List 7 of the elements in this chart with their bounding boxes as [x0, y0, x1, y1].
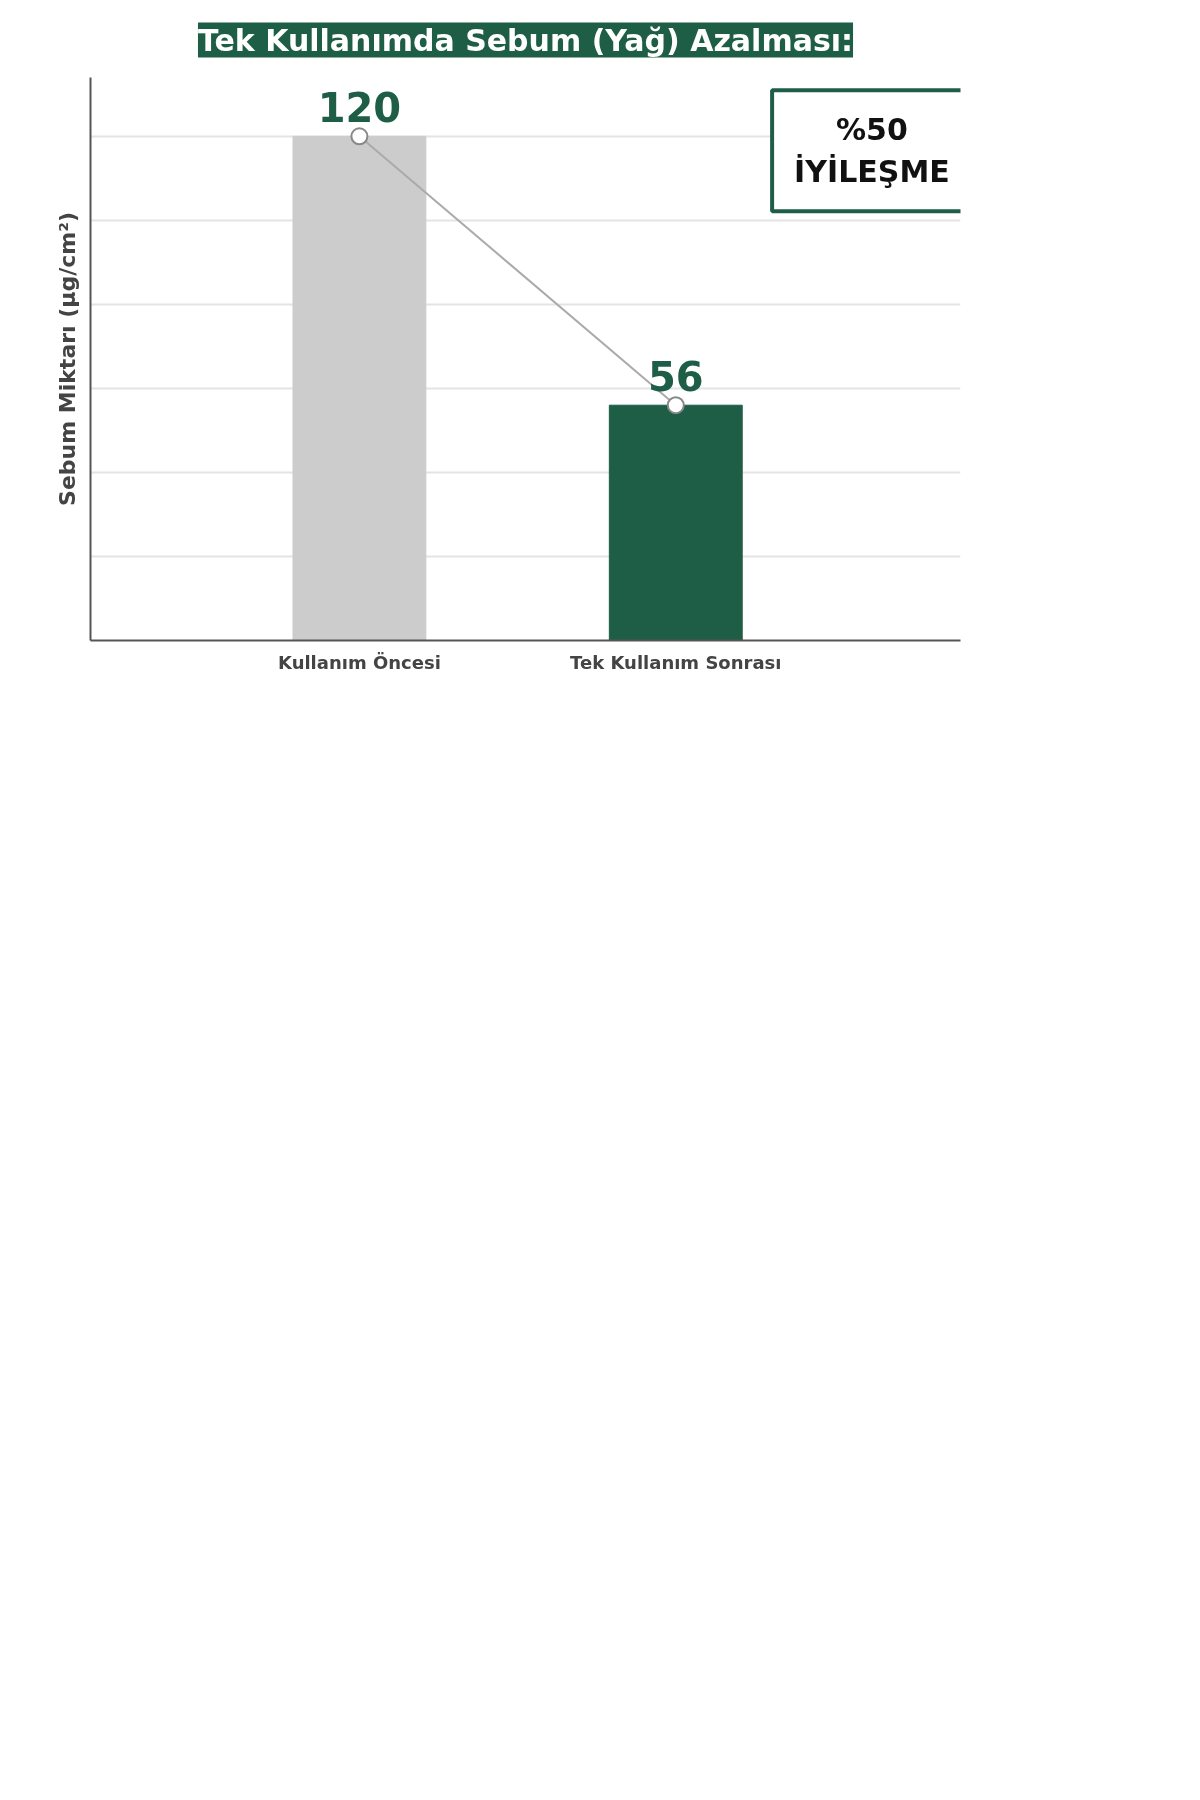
chart-title: Tek Kullanımda Sebum (Yağ) Azalması:: [197, 22, 854, 58]
annotation: %50 İYİLEŞME: [794, 112, 950, 190]
data-label: 120: [317, 85, 402, 132]
x-tick-label: Tek Kullanım Sonrası: [570, 651, 782, 673]
x-tick-label: Kullanım Öncesi: [278, 651, 441, 673]
data-label: 56: [647, 354, 704, 401]
y-axis-title: Sebum Miktarı (µg/cm²): [54, 212, 80, 506]
